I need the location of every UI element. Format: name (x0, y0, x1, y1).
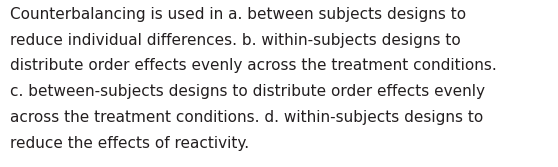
Text: across the treatment conditions. d. within-subjects designs to: across the treatment conditions. d. with… (10, 110, 483, 125)
Text: distribute order effects evenly across the treatment conditions.: distribute order effects evenly across t… (10, 58, 497, 73)
Text: c. between-subjects designs to distribute order effects evenly: c. between-subjects designs to distribut… (10, 84, 485, 99)
Text: reduce individual differences. b. within-subjects designs to: reduce individual differences. b. within… (10, 33, 461, 48)
Text: Counterbalancing is used in a. between subjects designs to: Counterbalancing is used in a. between s… (10, 7, 466, 22)
Text: reduce the effects of reactivity.: reduce the effects of reactivity. (10, 136, 249, 151)
